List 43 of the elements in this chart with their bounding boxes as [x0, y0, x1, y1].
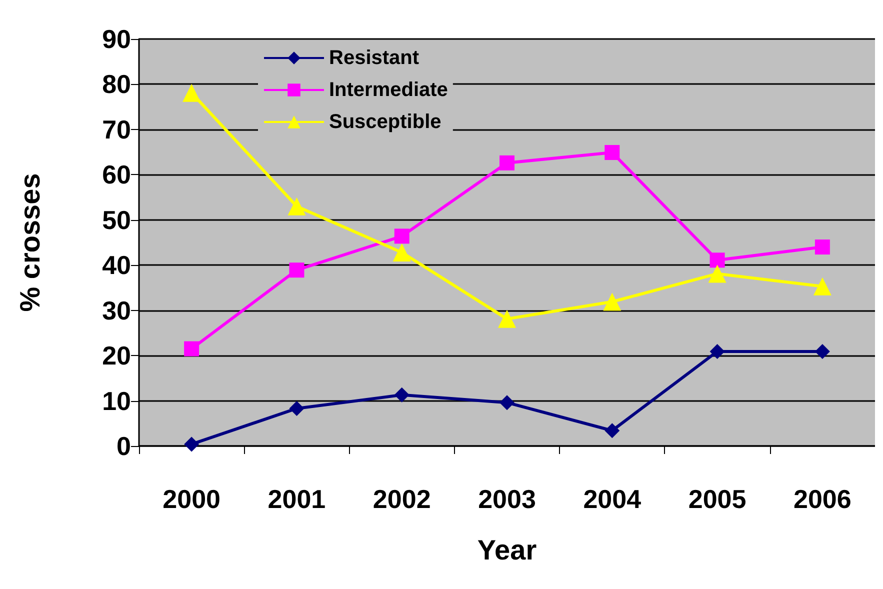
- point: [289, 400, 304, 416]
- y-tick-label: 80: [102, 69, 131, 100]
- y-tick-label: 30: [102, 295, 131, 326]
- x-tick-label: 2006: [794, 484, 852, 514]
- point: [603, 292, 622, 311]
- point: [394, 228, 410, 244]
- point: [182, 84, 201, 102]
- x-tick-label: 2002: [372, 484, 431, 514]
- x-tick-label: 2004: [583, 484, 642, 514]
- y-tick-label: 10: [102, 386, 131, 416]
- y-tick-label: 90: [102, 24, 131, 54]
- x-tick-label: 2003: [478, 484, 536, 514]
- y-tick-label: 60: [102, 160, 131, 190]
- point: [604, 145, 620, 160]
- y-tick-label: 50: [102, 204, 131, 235]
- point: [392, 243, 411, 262]
- point: [710, 344, 725, 359]
- y-tick-label: 70: [102, 114, 131, 144]
- point: [814, 240, 830, 255]
- point: [184, 341, 200, 356]
- x-axis-title: Year: [477, 534, 537, 566]
- point: [500, 395, 514, 410]
- y-tick-label: 40: [102, 250, 131, 280]
- point: [813, 277, 832, 296]
- legend-label: Susceptible: [329, 111, 442, 133]
- x-tick-label: 2000: [162, 484, 220, 514]
- x-tick-label: 2005: [688, 484, 746, 514]
- point: [289, 262, 304, 278]
- point: [708, 264, 726, 283]
- y-tick-label: 0: [116, 431, 131, 461]
- point: [498, 310, 516, 328]
- y-axis-title: % crosses: [14, 173, 46, 312]
- legend-label: Intermediate: [329, 79, 448, 101]
- point: [394, 387, 410, 402]
- point: [604, 423, 620, 438]
- point: [814, 344, 830, 359]
- y-tick-label: 20: [102, 340, 131, 371]
- point: [184, 436, 200, 452]
- x-tick-label: 2001: [268, 484, 326, 514]
- legend-label: Resistant: [329, 47, 420, 69]
- point: [288, 197, 306, 216]
- point: [500, 155, 514, 170]
- point: [710, 252, 725, 268]
